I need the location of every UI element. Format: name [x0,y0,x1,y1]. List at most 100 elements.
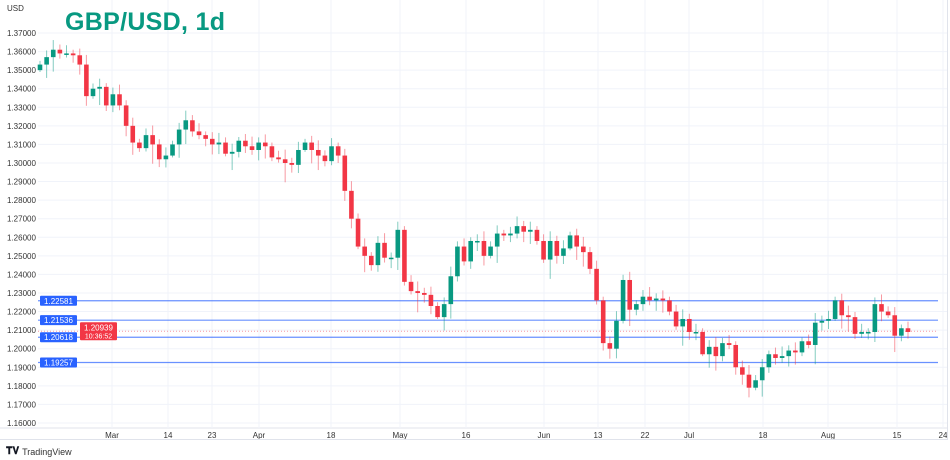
y-tick-label: 1.31000 [7,140,36,149]
level-price-tag-bg [40,332,77,343]
x-tick-label: 16 [462,431,471,440]
y-tick-label: 1.35000 [7,66,36,75]
candle-body [123,105,129,126]
candle-body [335,146,341,156]
candle-body [640,296,646,305]
brand-label: TradingView [22,446,72,457]
current-price-tag-bg [80,322,117,341]
candle-body [759,367,765,381]
candle-body [455,246,460,277]
y-tick-label: 1.20000 [7,345,36,354]
candle-body [196,131,202,136]
candle-body [706,346,712,355]
candle-body [567,235,573,249]
candle-body [216,142,222,145]
candle-body [163,155,169,160]
candle-body [183,120,189,130]
candle-body [740,367,745,375]
x-tick-label: May [392,431,407,440]
candle-body [156,144,162,160]
candle-body [422,292,427,295]
candle-body [170,144,175,156]
candle-body [494,233,500,247]
candle-body [130,125,136,143]
current-price-tag: 1.20939 [84,323,113,332]
candle-body [846,315,851,318]
candle-body [349,190,354,219]
x-tick-label: 22 [641,431,650,440]
candle-body [521,226,526,232]
candle-body [44,57,49,65]
candle-body [256,142,261,150]
candle-body [561,248,566,256]
candle-body [315,149,321,156]
candle-body [355,218,361,247]
candle-body [37,64,43,71]
chart-frame [0,0,948,440]
candle-body [627,279,633,310]
candle-body [262,142,268,147]
candle-body [534,229,540,241]
candle-body [885,311,891,316]
candle-body [375,242,381,266]
candle-body [415,291,420,293]
candle-body [799,341,805,353]
y-tick-label: 1.26000 [7,233,36,242]
candle-body [826,318,831,321]
candle-body [647,296,652,301]
y-tick-label: 1.22000 [7,308,36,317]
candle-body [700,331,705,355]
y-tick-label: 1.21000 [7,326,36,335]
candle-body [793,350,798,353]
x-tick-label: Jul [684,431,694,440]
level-price-tag-bg [40,295,77,306]
candle-body [110,94,116,106]
candle-body [660,298,666,301]
level-price-tag: 1.21536 [44,316,73,325]
candlestick-chart[interactable]: 1.37000 1.36000 1.35000 1.34000 1.33000 1.320… [0,0,950,440]
candle-body [176,129,182,145]
candle-body [547,240,553,260]
candle-body [753,380,758,388]
y-tick-label: 1.19000 [7,363,36,372]
candle-body [667,300,672,312]
y-tick-label: 1.30000 [7,159,36,168]
candle-body [296,149,301,165]
candle-body [322,155,328,162]
candle-body [448,276,454,305]
candle-body [514,226,520,234]
x-tick-label: Jun [538,431,551,440]
tradingview-logo[interactable]: 𝐓𝐕 TradingView [6,446,72,457]
candle-body [408,281,414,292]
candle-body [786,350,792,357]
candle-body [607,343,613,349]
candle-body [64,53,69,55]
y-tick-label: 1.17000 [7,400,36,409]
candle-body [541,240,546,260]
candle-body [203,135,208,139]
y-tick-label: 1.37000 [7,29,36,38]
candle-body [587,252,593,269]
candle-body [77,55,83,65]
candle-body [779,356,785,358]
level-price-tag: 1.22581 [44,297,73,306]
x-tick-label: Mar [105,431,119,440]
candle-body [143,135,149,149]
y-tick-label: 1.28000 [7,196,36,205]
candle-body [872,304,878,332]
candle-body [766,354,772,368]
level-price-tag: 1.19257 [44,358,73,367]
candle-body [441,304,447,318]
candle-body [680,318,686,327]
candle-body [103,86,109,106]
candle-body [899,328,904,336]
candle-body [859,331,864,334]
candle-body [57,49,63,54]
y-tick-label: 1.32000 [7,122,36,131]
candle-body [190,120,195,132]
candle-body [70,53,76,56]
x-tick-label: 15 [893,431,902,440]
candle-body [554,240,560,256]
candle-body [501,233,507,236]
candle-body [574,235,580,247]
